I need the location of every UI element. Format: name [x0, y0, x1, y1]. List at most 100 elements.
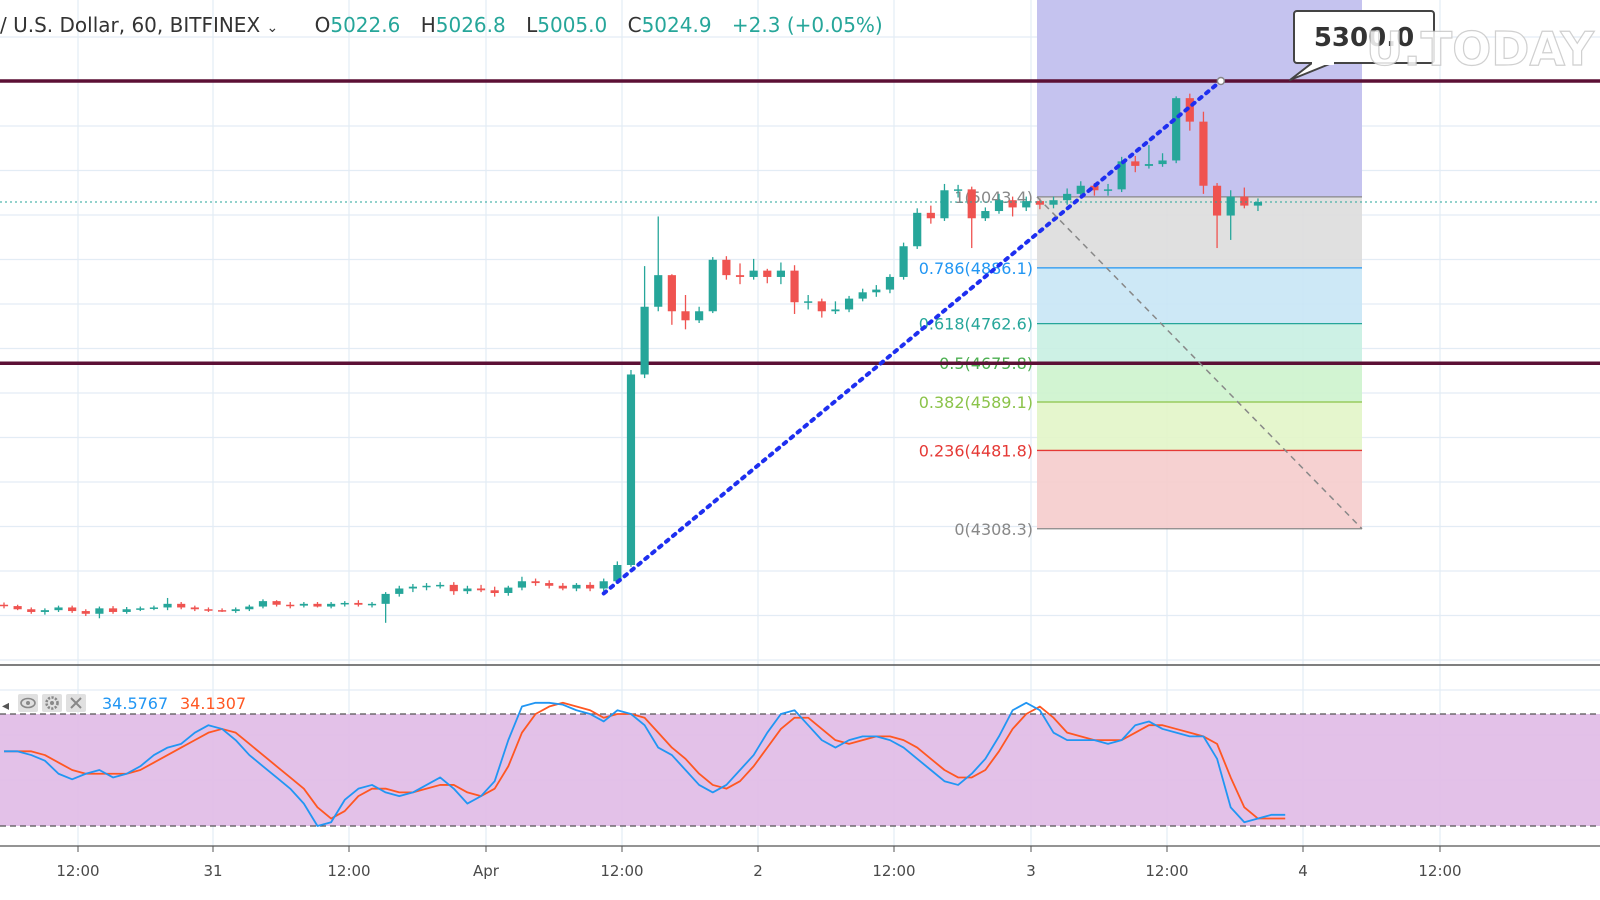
candle [190, 605, 199, 612]
candle [817, 298, 826, 318]
candle-body [695, 311, 704, 321]
candle [436, 582, 445, 589]
candle [858, 288, 867, 302]
candle [367, 602, 377, 608]
oscillator-band [0, 713, 1600, 827]
candle-body [436, 584, 445, 587]
candle [872, 285, 881, 297]
candle-body [722, 259, 731, 276]
x-tick-label: Apr [473, 862, 500, 880]
candle-body [313, 603, 322, 607]
close-icon[interactable] [66, 694, 86, 712]
candle-body [531, 581, 540, 584]
candle-body [1199, 121, 1208, 186]
candle-body [858, 292, 867, 299]
candle [1240, 187, 1249, 209]
candle-body [954, 189, 963, 191]
high-label: H [421, 13, 436, 37]
candle [1131, 155, 1140, 173]
candle [899, 242, 908, 280]
time-axis: 12:00 31 12:00 Apr 12:00 2 12:00 3 12:00 4 12:00 [56, 846, 1462, 880]
fib-zone [1037, 196, 1362, 268]
x-tick-label: 12:00 [872, 862, 915, 880]
candle [763, 268, 772, 284]
candle-body [367, 603, 377, 606]
candle-body [844, 298, 854, 310]
candle-body [913, 212, 922, 247]
price-tag-label: 5300.0 [1314, 23, 1414, 53]
candle [1199, 111, 1208, 194]
candle [1022, 196, 1031, 212]
fib-diagonal [1036, 196, 1363, 530]
settings-icon[interactable] [42, 694, 62, 712]
candle [885, 274, 895, 294]
trend-lines[interactable] [601, 76, 1363, 596]
fib-level-label: 0.618(4762.6) [919, 315, 1033, 334]
candle [95, 606, 104, 619]
candle [54, 605, 63, 612]
candle-body [463, 588, 472, 592]
candle [572, 583, 581, 592]
candle-body [749, 270, 758, 277]
candle-body [204, 609, 213, 611]
candle [667, 274, 676, 325]
collapse-icon[interactable]: ◂ [2, 698, 9, 714]
candle [776, 262, 785, 285]
change-value: +2.3 (+0.05%) [732, 13, 883, 37]
candle-body [613, 565, 622, 582]
candle-body [395, 588, 404, 594]
x-tick-label: 12:00 [56, 862, 99, 880]
candle-body [381, 593, 390, 604]
fib-level-label: 0(4308.3) [954, 520, 1033, 539]
candle [708, 257, 717, 314]
candle-body [654, 275, 663, 307]
oscillator-d-value: 34.1307 [180, 694, 246, 713]
candle [1103, 183, 1113, 196]
candle-body [817, 301, 826, 312]
candle [1226, 190, 1235, 240]
fib-zone [1037, 450, 1362, 529]
candle [558, 583, 567, 591]
candle [163, 597, 172, 611]
candle-body [122, 609, 131, 612]
eye-icon[interactable] [18, 694, 38, 712]
candle-body [136, 608, 145, 610]
trend-handle[interactable] [1216, 76, 1226, 86]
candle-body [13, 606, 22, 610]
candle [81, 609, 90, 617]
candle [27, 607, 36, 614]
candle [517, 576, 527, 591]
candle [108, 606, 118, 614]
x-tick-label: 2 [753, 862, 763, 880]
candle-body [149, 607, 159, 609]
candle [790, 265, 799, 314]
candle [913, 208, 922, 249]
candle-body [1185, 98, 1194, 122]
candle [177, 602, 186, 610]
price-tag[interactable]: 5300.0 [1289, 10, 1435, 81]
candle-body [231, 609, 240, 612]
candle-body [599, 581, 608, 589]
candle-body [81, 611, 90, 614]
chevron-down-icon[interactable]: ⌄ [267, 20, 279, 36]
candle [586, 582, 595, 592]
candle [204, 607, 213, 612]
candle-body [1117, 161, 1126, 190]
candle-body [54, 607, 63, 611]
fib-trend-line[interactable] [601, 79, 1223, 596]
candle [354, 600, 363, 607]
resistance-lines[interactable] [0, 79, 1600, 365]
candle-body [299, 603, 308, 606]
candle-body [1226, 196, 1235, 216]
candle [476, 584, 486, 593]
close-label: C [628, 13, 642, 37]
candle [831, 301, 840, 314]
candle-body [449, 584, 458, 592]
candle-body [408, 586, 417, 589]
high-value: 5026.8 [436, 13, 506, 37]
fib-level-label: 0.236(4481.8) [919, 441, 1033, 460]
candle-body [790, 270, 799, 303]
candle-body [0, 604, 9, 607]
